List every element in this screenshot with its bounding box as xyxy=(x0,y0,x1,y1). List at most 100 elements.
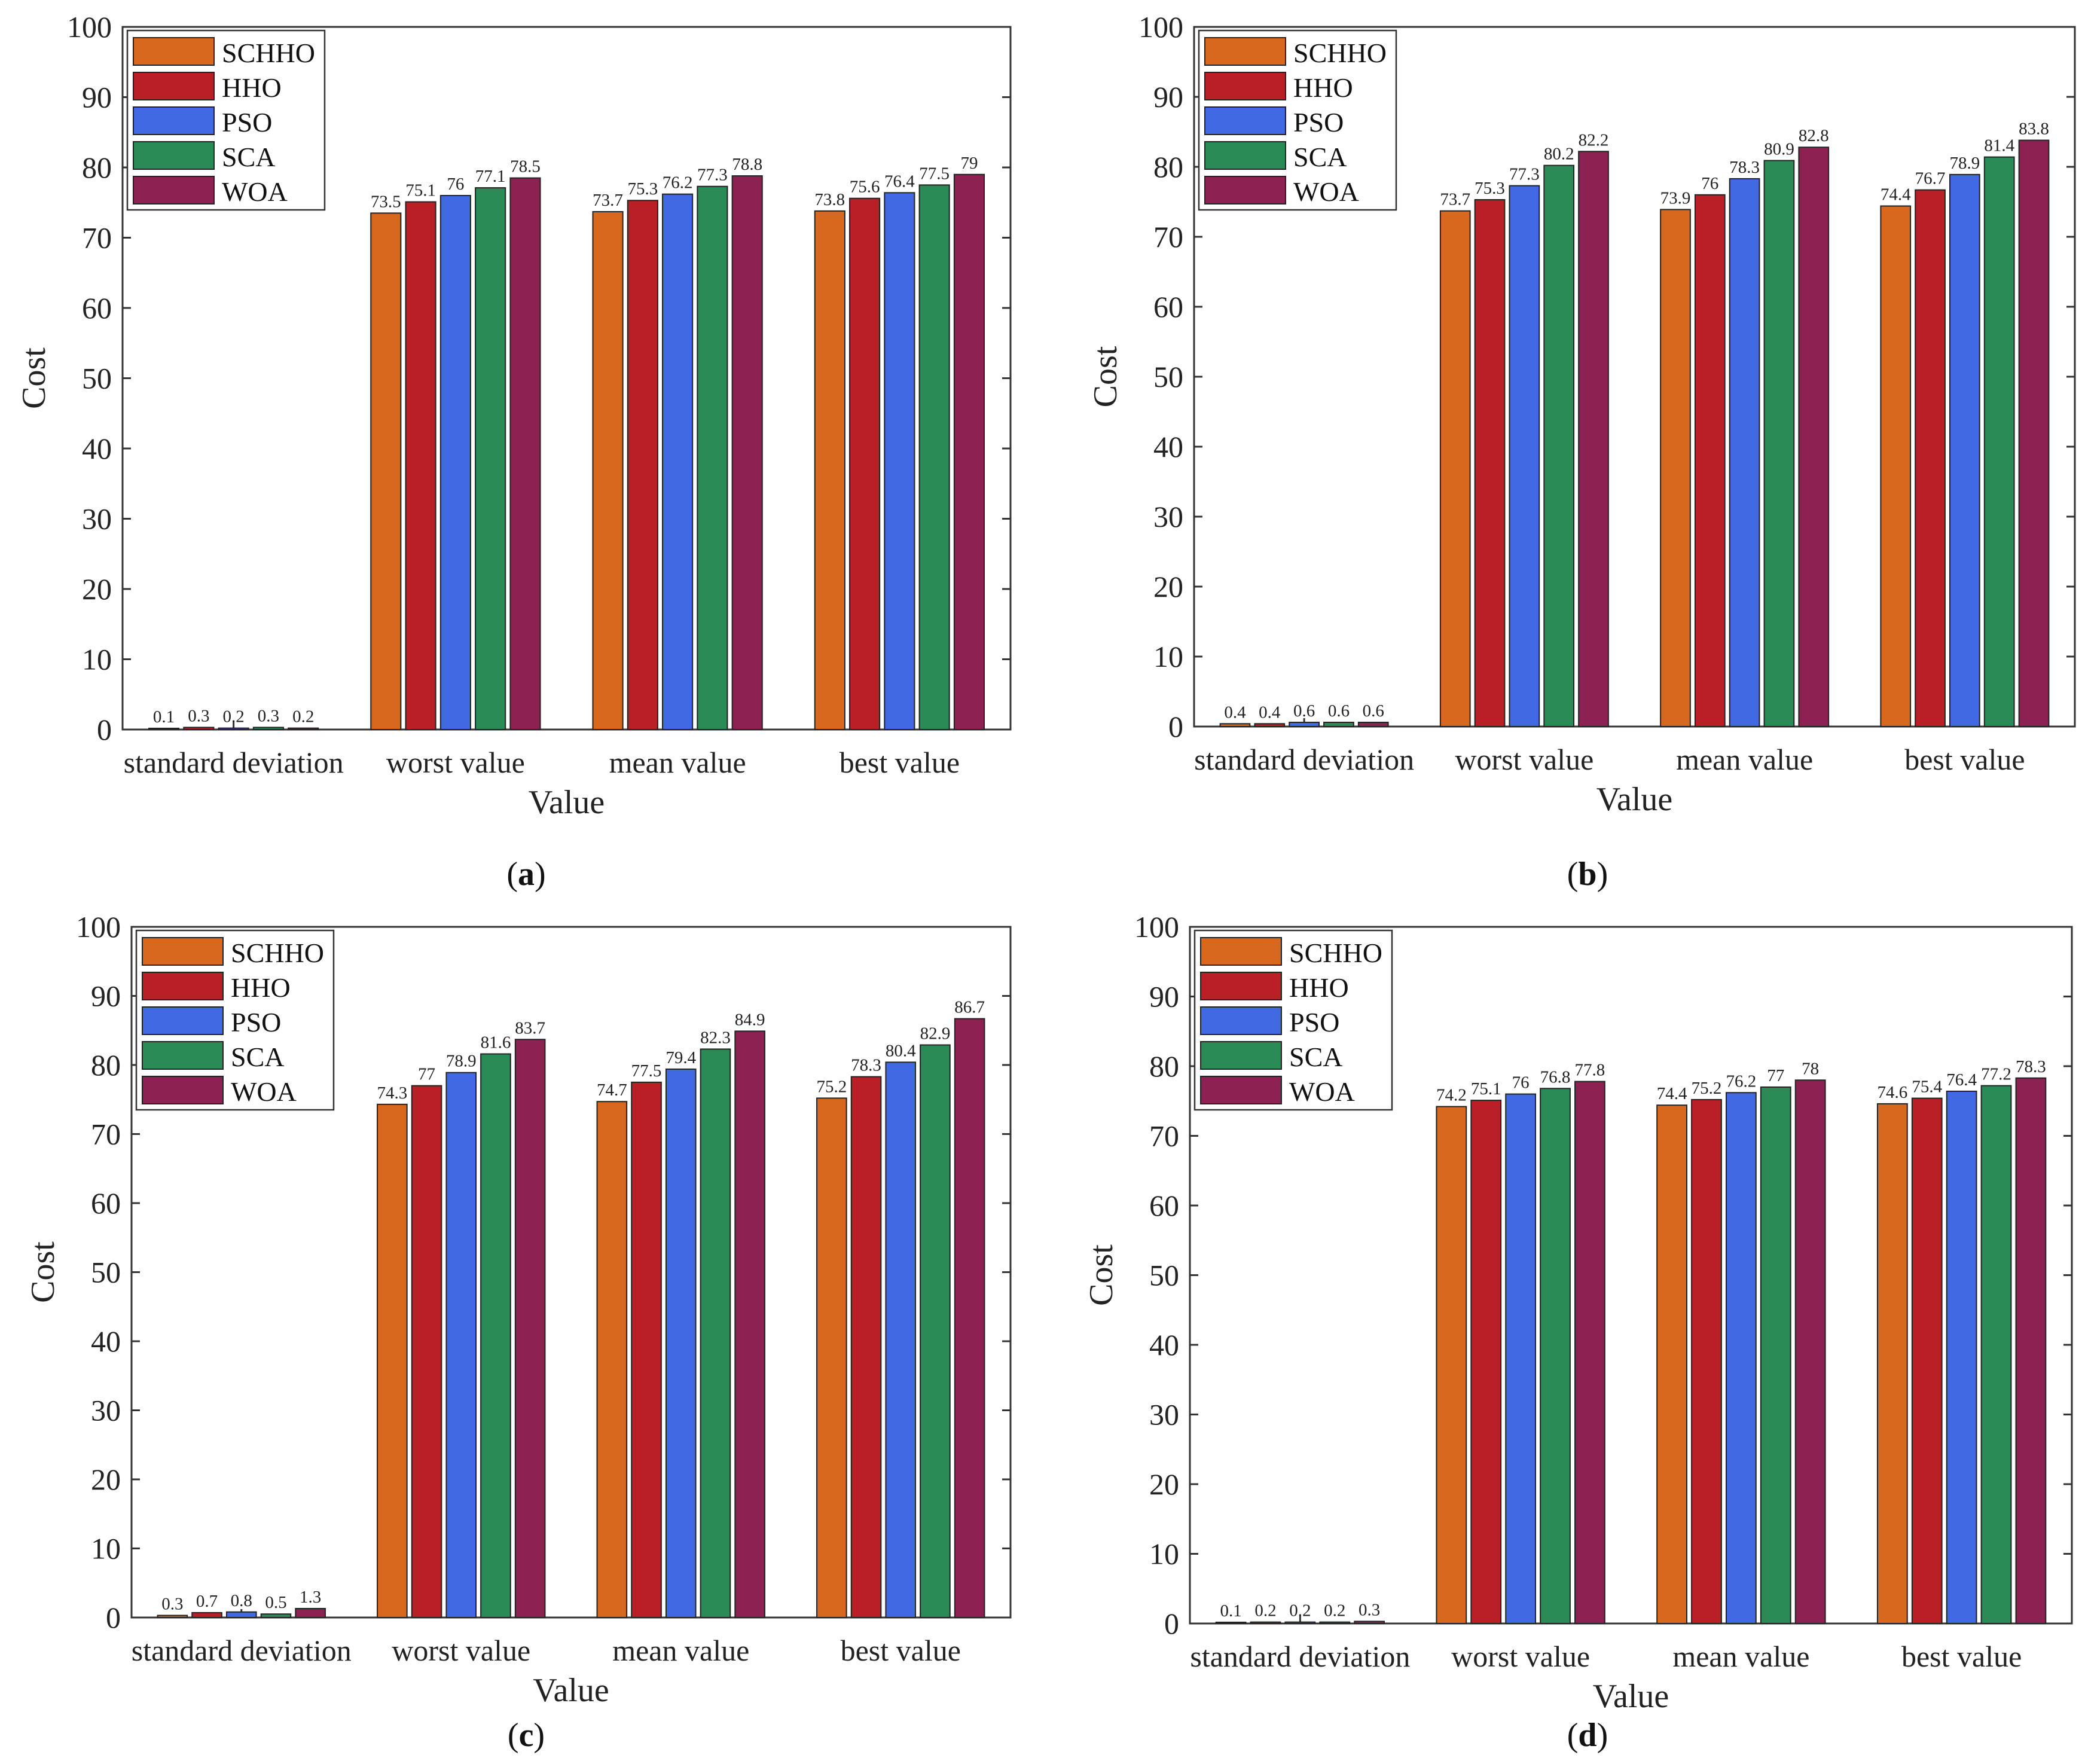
y-tick-label: 0 xyxy=(1168,710,1183,743)
legend-label: SCHHO xyxy=(1289,938,1382,968)
bar-woa xyxy=(1354,1620,1385,1625)
bar-hho xyxy=(627,200,658,731)
bar-pso xyxy=(439,195,471,730)
legend-swatch-hho xyxy=(1200,972,1282,1000)
legend-label: WOA xyxy=(231,1076,297,1107)
bar-sca xyxy=(260,1613,292,1618)
bar-hho xyxy=(1474,199,1506,727)
data-label: 73.5 xyxy=(371,192,401,211)
bar-schho xyxy=(1660,209,1691,727)
x-tick-label: mean value xyxy=(612,1634,749,1667)
data-label: 75.2 xyxy=(1692,1079,1722,1098)
bar-hho xyxy=(1691,1098,1722,1625)
y-tick-label: 70 xyxy=(82,221,112,255)
chart-panel-b: 0 10 20 30 40 50 60 70 80 90 100 standard deviation… xyxy=(1058,0,2085,837)
bar-pso xyxy=(1949,173,1980,727)
bar-pso xyxy=(885,1061,917,1618)
y-tick-label: 90 xyxy=(1149,980,1179,1014)
data-label: 77.5 xyxy=(631,1061,662,1081)
bar-chart-d: 0 10 20 30 40 50 60 70 80 90 100 standard deviation… xyxy=(1083,910,2073,1715)
data-label: 83.8 xyxy=(2019,120,2049,139)
data-label: 0.2 xyxy=(223,707,245,727)
data-label: 1.3 xyxy=(300,1588,321,1607)
legend-label: WOA xyxy=(1293,176,1359,207)
data-label: 73.9 xyxy=(1660,188,1691,207)
y-tick-label: 70 xyxy=(91,1118,121,1151)
y-tick-label: 10 xyxy=(1153,640,1183,673)
y-tick-label: 50 xyxy=(1153,360,1183,393)
data-label: 75.1 xyxy=(405,181,436,200)
data-label: 76 xyxy=(1512,1073,1530,1092)
legend-label: HHO xyxy=(1289,972,1349,1003)
legend: SCHHO HHO PSO SCA WOA xyxy=(126,29,326,211)
bar-schho xyxy=(157,1615,188,1619)
panel-label-a: (a) xyxy=(506,856,546,893)
bar-sca xyxy=(1763,160,1795,728)
data-label: 76.7 xyxy=(1915,169,1946,188)
y-tick-label: 70 xyxy=(1149,1119,1179,1153)
x-tick-label: best value xyxy=(840,746,960,779)
data-label: 0.3 xyxy=(1359,1601,1380,1620)
data-label: 80.9 xyxy=(1764,139,1794,158)
bar-sca xyxy=(1760,1086,1791,1624)
y-axis-title: Cost xyxy=(1083,1244,1120,1306)
legend: SCHHO HHO PSO SCA WOA xyxy=(1198,29,1397,211)
data-label: 76.2 xyxy=(1726,1072,1757,1091)
bar-woa xyxy=(954,1018,985,1619)
y-tick-label: 30 xyxy=(1149,1398,1179,1432)
bar-chart-c: 0 10 20 30 40 50 60 70 80 90 100 standard deviation… xyxy=(25,910,1012,1709)
data-label: 80.2 xyxy=(1544,145,1574,164)
y-tick-label: 0 xyxy=(1164,1607,1179,1640)
bar-chart-b: 0 10 20 30 40 50 60 70 80 90 100 standard deviation… xyxy=(1087,10,2076,818)
bar-schho xyxy=(814,210,845,731)
data-label: 76.4 xyxy=(884,172,915,191)
bar-hho xyxy=(1915,189,1946,727)
y-tick-label: 50 xyxy=(91,1256,121,1289)
data-label: 0.6 xyxy=(1293,701,1315,721)
bar-woa xyxy=(1794,1079,1826,1624)
x-tick-label: best value xyxy=(1904,743,2025,776)
data-label: 73.7 xyxy=(593,191,623,210)
data-label: 77.2 xyxy=(1981,1065,2011,1084)
x-tick-label: worst value xyxy=(392,1634,530,1667)
data-label: 75.1 xyxy=(1471,1079,1501,1098)
data-label: 73.7 xyxy=(1440,190,1470,209)
bar-schho xyxy=(1876,1103,1908,1625)
chart-panel-a: 0 10 20 30 40 50 60 70 80 90 100 standard deviation… xyxy=(0,0,1052,837)
bar-woa xyxy=(1357,721,1389,727)
legend-label: HHO xyxy=(222,72,282,103)
data-label: 76.2 xyxy=(663,173,693,193)
bar-sca xyxy=(475,187,506,730)
data-label: 0.5 xyxy=(265,1593,286,1612)
bar-hho xyxy=(411,1085,442,1618)
x-tick-label: standard deviation xyxy=(1194,743,1414,776)
y-tick-label: 20 xyxy=(82,572,112,606)
legend-swatch-sca xyxy=(133,141,215,170)
legend-label: WOA xyxy=(222,176,288,207)
data-label: 74.4 xyxy=(1881,185,1911,205)
bar-woa xyxy=(2015,1077,2047,1624)
data-label: 81.6 xyxy=(481,1033,511,1052)
data-label: 78.3 xyxy=(2016,1057,2046,1076)
legend-swatch-sca xyxy=(1204,141,1286,170)
bar-pso xyxy=(1505,1093,1537,1625)
bar-schho xyxy=(596,1101,628,1618)
bar-sca xyxy=(920,1044,951,1618)
data-label: 0.3 xyxy=(161,1595,183,1614)
legend-swatch-pso xyxy=(142,1006,224,1035)
y-tick-label: 40 xyxy=(1149,1328,1179,1362)
data-label: 74.6 xyxy=(1877,1083,1907,1102)
data-label: 75.2 xyxy=(816,1077,847,1096)
data-label: 0.3 xyxy=(188,706,209,725)
bar-schho xyxy=(1656,1104,1687,1624)
legend-swatch-hho xyxy=(1204,72,1286,100)
bar-schho xyxy=(592,211,624,730)
y-tick-label: 0 xyxy=(106,1601,121,1634)
bar-hho xyxy=(1470,1100,1502,1624)
bar-hho xyxy=(1250,1621,1281,1625)
x-tick-label: worst value xyxy=(386,746,525,779)
data-label: 0.1 xyxy=(1220,1601,1241,1620)
legend-swatch-hho xyxy=(133,72,215,100)
data-label: 75.3 xyxy=(627,179,658,199)
bar-sca xyxy=(1540,1088,1571,1624)
